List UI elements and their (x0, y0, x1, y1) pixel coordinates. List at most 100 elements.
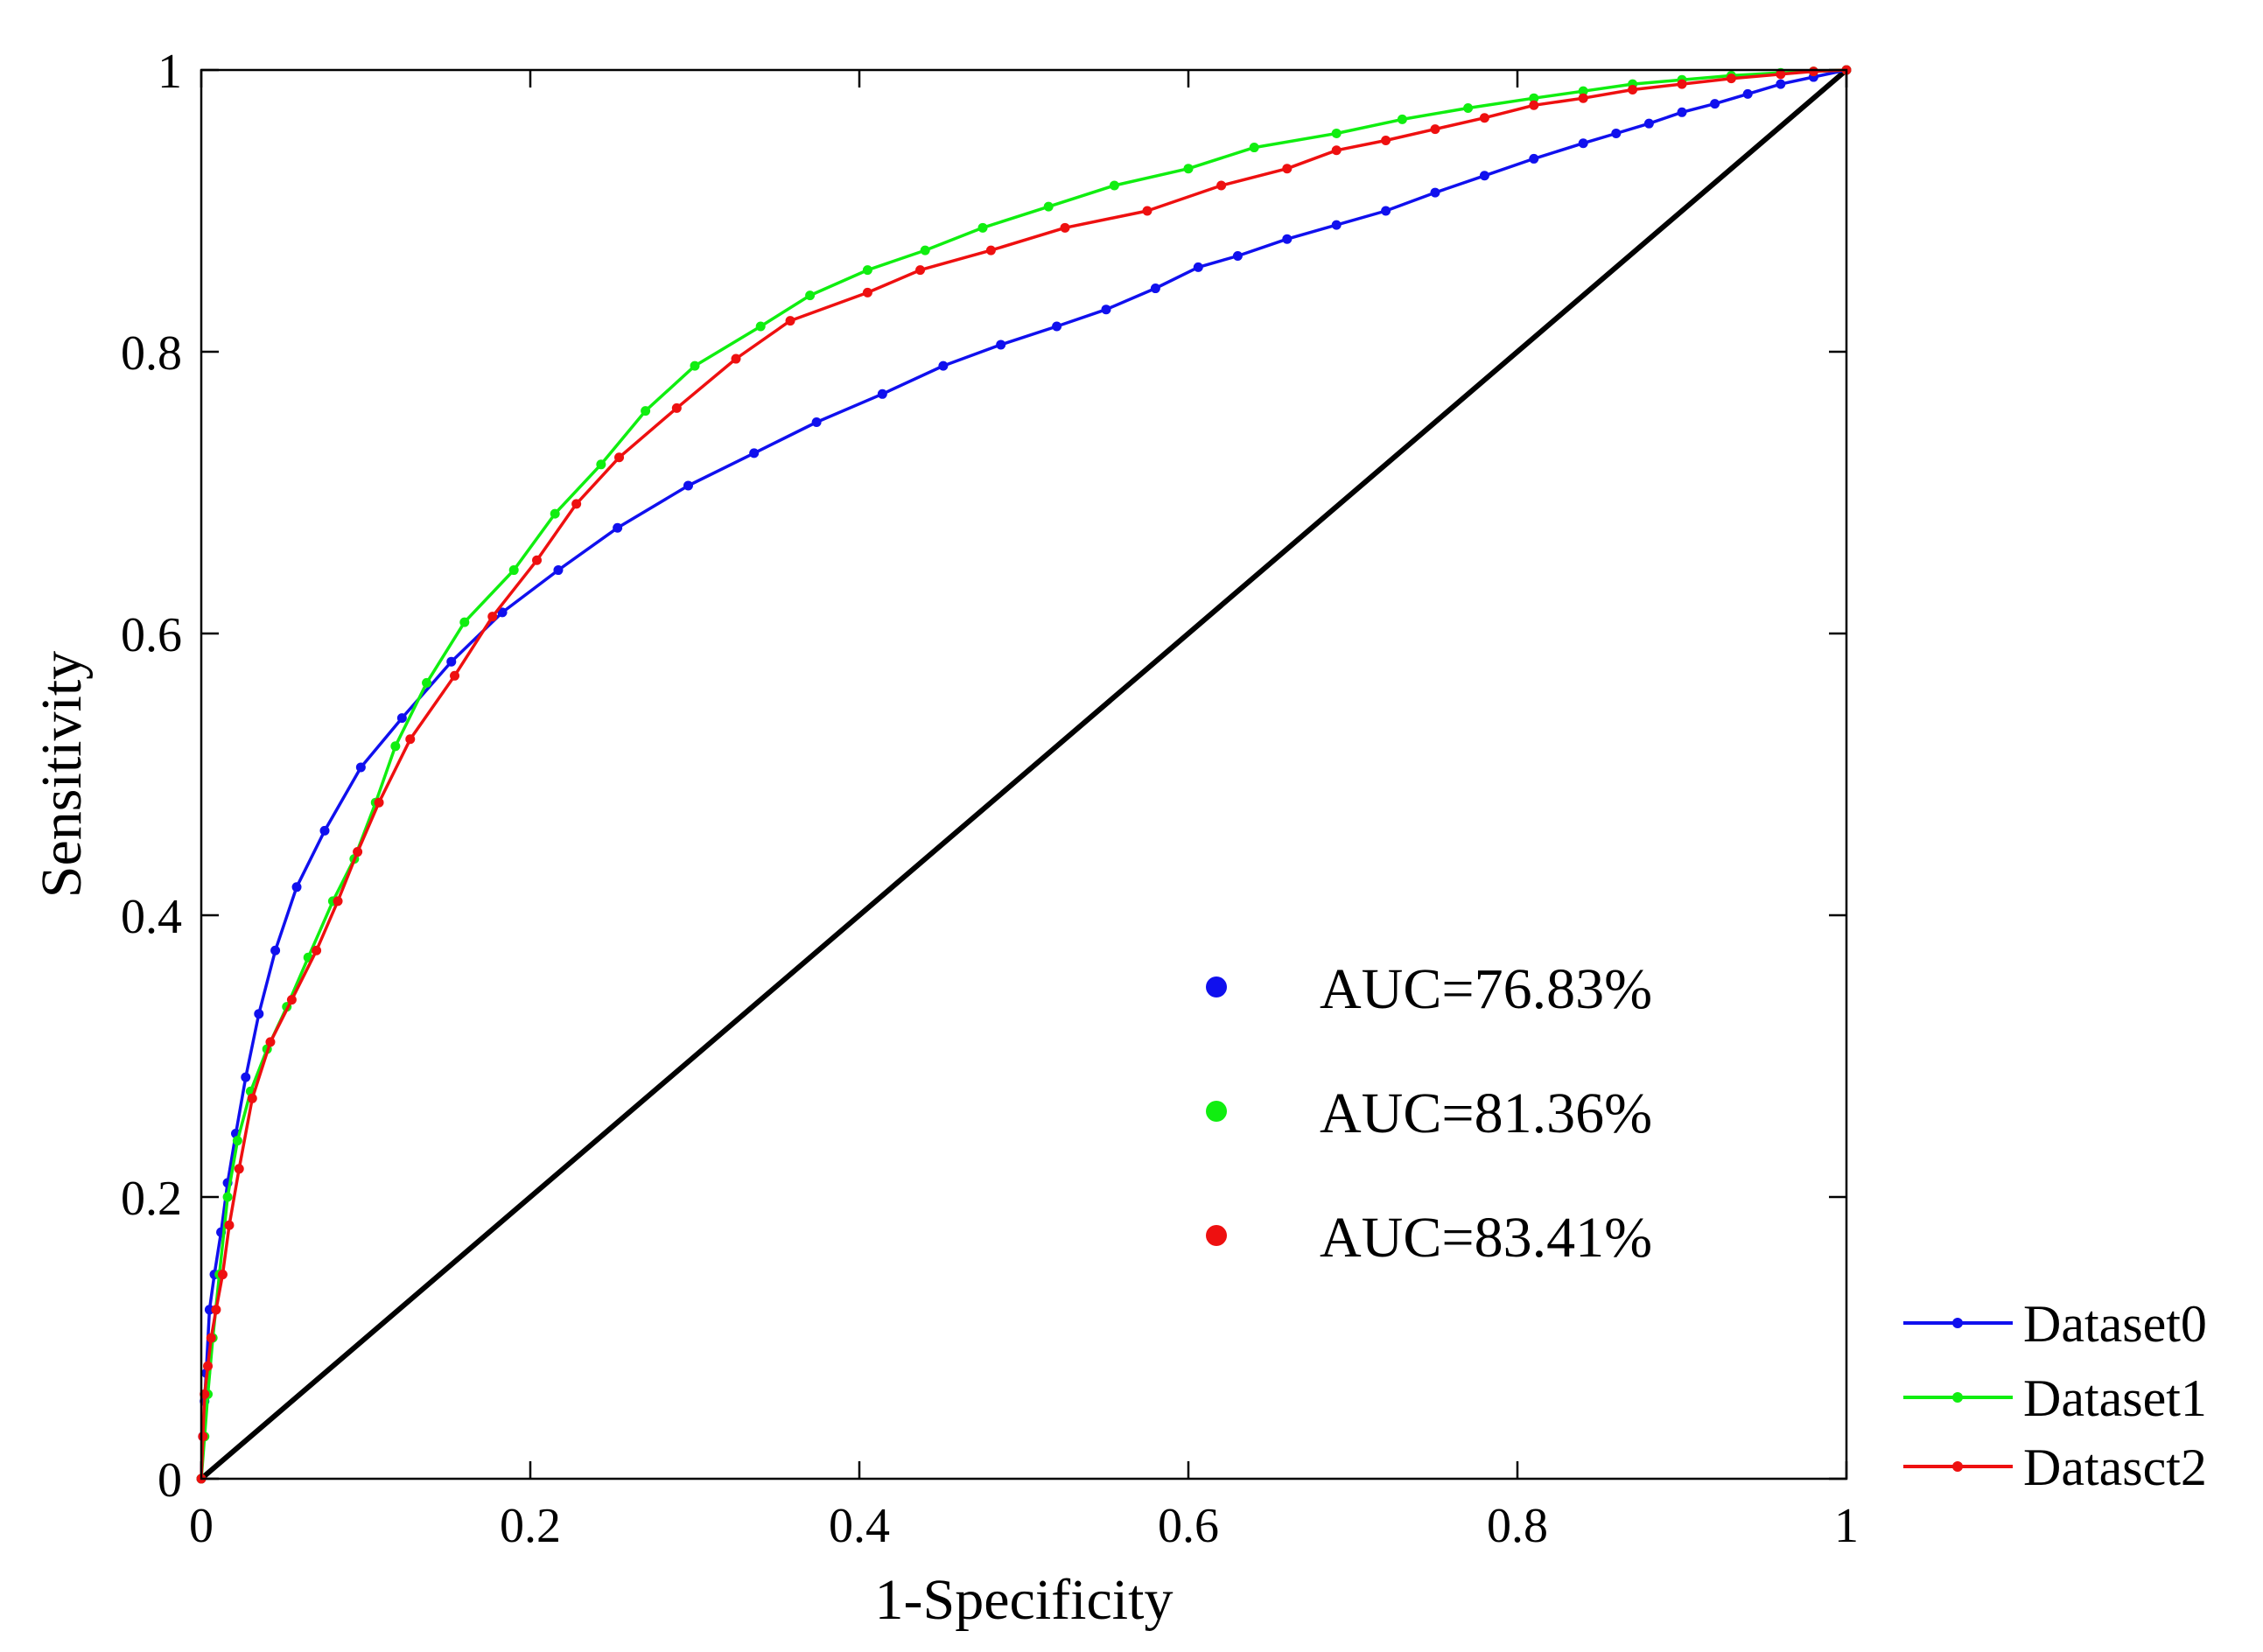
data-point (1381, 206, 1391, 216)
data-point (1331, 128, 1342, 138)
y-tick-label: 0.4 (121, 890, 182, 944)
data-point (1331, 220, 1342, 230)
data-point (224, 1220, 235, 1230)
data-point (1578, 86, 1588, 96)
data-point (487, 612, 498, 622)
data-point (206, 1333, 216, 1343)
data-point (1249, 143, 1259, 153)
legend-marker-dataset1 (1952, 1392, 1963, 1403)
data-point (247, 1093, 257, 1103)
data-point (596, 459, 606, 470)
data-point (312, 945, 322, 956)
legend: Dataset0 Dataset1 Datasct2 (1903, 1295, 2207, 1496)
data-point (355, 762, 366, 773)
data-point (1628, 85, 1638, 95)
data-point (333, 896, 343, 906)
x-tick-label: 0.6 (1158, 1499, 1219, 1553)
data-point (446, 656, 457, 667)
data-point (1529, 93, 1539, 103)
legend-label-dataset1: Dataset1 (2023, 1369, 2207, 1427)
data-point (241, 1072, 251, 1082)
x-axis-title: 1-Specificity (875, 1568, 1174, 1632)
data-point (497, 607, 508, 618)
auc-marker-datasct2 (1206, 1225, 1227, 1246)
data-point (1463, 102, 1474, 113)
y-tick-label: 0 (158, 1453, 182, 1508)
data-point (1043, 201, 1054, 212)
data-point (1101, 304, 1111, 315)
data-point (1232, 251, 1243, 262)
data-point (353, 847, 363, 858)
data-point (785, 316, 795, 326)
data-point (1430, 187, 1440, 198)
chance-diagonal-line (200, 67, 1848, 1481)
data-point (553, 565, 564, 576)
legend-marker-dataset0 (1952, 1318, 1963, 1328)
data-point (1643, 118, 1654, 129)
x-tick-label: 1 (1834, 1499, 1859, 1553)
data-point (1529, 153, 1539, 164)
data-point (396, 713, 407, 724)
data-point (1193, 262, 1203, 272)
data-point (1479, 113, 1489, 123)
data-point (641, 406, 651, 416)
data-point (862, 287, 872, 298)
data-point (1397, 114, 1407, 124)
auc-marker-dataset0 (1206, 976, 1227, 998)
x-tick-label: 0.4 (829, 1499, 890, 1553)
x-tick-label: 0.8 (1487, 1499, 1548, 1553)
data-point (1776, 79, 1786, 89)
data-point (1677, 79, 1687, 89)
data-point (1430, 124, 1440, 135)
data-point (1331, 145, 1342, 156)
series-line-dataset0 (200, 68, 1847, 1480)
data-point (1710, 99, 1720, 109)
data-point (532, 555, 543, 565)
data-point (1216, 180, 1227, 191)
data-point (1776, 69, 1786, 80)
y-tick-label: 0.6 (121, 608, 182, 662)
auc-label-datasct2: AUC=83.41% (1320, 1206, 1652, 1270)
data-point (550, 508, 560, 519)
data-point (683, 480, 693, 491)
auc-label-dataset0: AUC=76.83% (1320, 957, 1652, 1021)
data-point (985, 245, 996, 256)
data-point (862, 265, 872, 276)
data-point (915, 265, 926, 276)
data-point (977, 222, 988, 233)
data-point (198, 1432, 208, 1442)
data-point (450, 670, 460, 681)
auc-annotations: AUC=76.83% AUC=81.36% AUC=83.41% (1206, 957, 1652, 1270)
data-point (805, 290, 816, 301)
y-tick-label: 0.8 (121, 326, 182, 381)
data-point (270, 945, 281, 956)
data-point (1282, 234, 1293, 244)
legend-label-dataset0: Dataset0 (2023, 1295, 2207, 1353)
data-point (1578, 93, 1588, 103)
legend-marker-datasct2 (1952, 1461, 1963, 1472)
data-point (1282, 164, 1293, 174)
x-tick-label: 0 (189, 1499, 214, 1553)
data-point (234, 1164, 244, 1174)
data-point (1677, 107, 1687, 117)
data-point (938, 360, 949, 371)
data-point (204, 1305, 214, 1315)
series-layer (196, 65, 1852, 1484)
data-point (291, 882, 302, 892)
data-point (459, 617, 470, 627)
data-point (920, 245, 930, 256)
data-point (671, 402, 682, 413)
data-point (286, 995, 297, 1005)
data-point (1742, 88, 1753, 99)
data-point (254, 1009, 264, 1019)
data-point (508, 565, 519, 576)
data-point (422, 677, 432, 688)
data-point (203, 1361, 214, 1371)
data-point (374, 797, 384, 808)
data-point (1150, 284, 1160, 294)
data-point (1611, 128, 1622, 138)
series-datasct2 (196, 65, 1852, 1484)
y-axis-title: Sensitivity (30, 651, 94, 898)
data-point (232, 1136, 242, 1146)
